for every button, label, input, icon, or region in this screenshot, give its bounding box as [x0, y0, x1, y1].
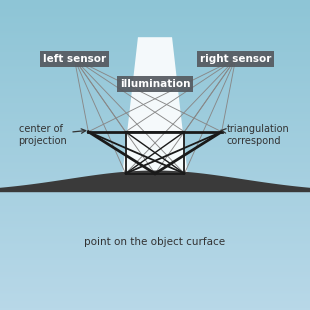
- Text: point on the object curface: point on the object curface: [84, 237, 226, 247]
- Text: illumination: illumination: [120, 79, 190, 89]
- Text: triangulation
correspond: triangulation correspond: [221, 124, 289, 146]
- Text: right sensor: right sensor: [200, 54, 271, 64]
- Text: center of
projection: center of projection: [19, 124, 86, 146]
- Polygon shape: [122, 37, 188, 174]
- Text: left sensor: left sensor: [43, 54, 106, 64]
- Polygon shape: [0, 170, 310, 192]
